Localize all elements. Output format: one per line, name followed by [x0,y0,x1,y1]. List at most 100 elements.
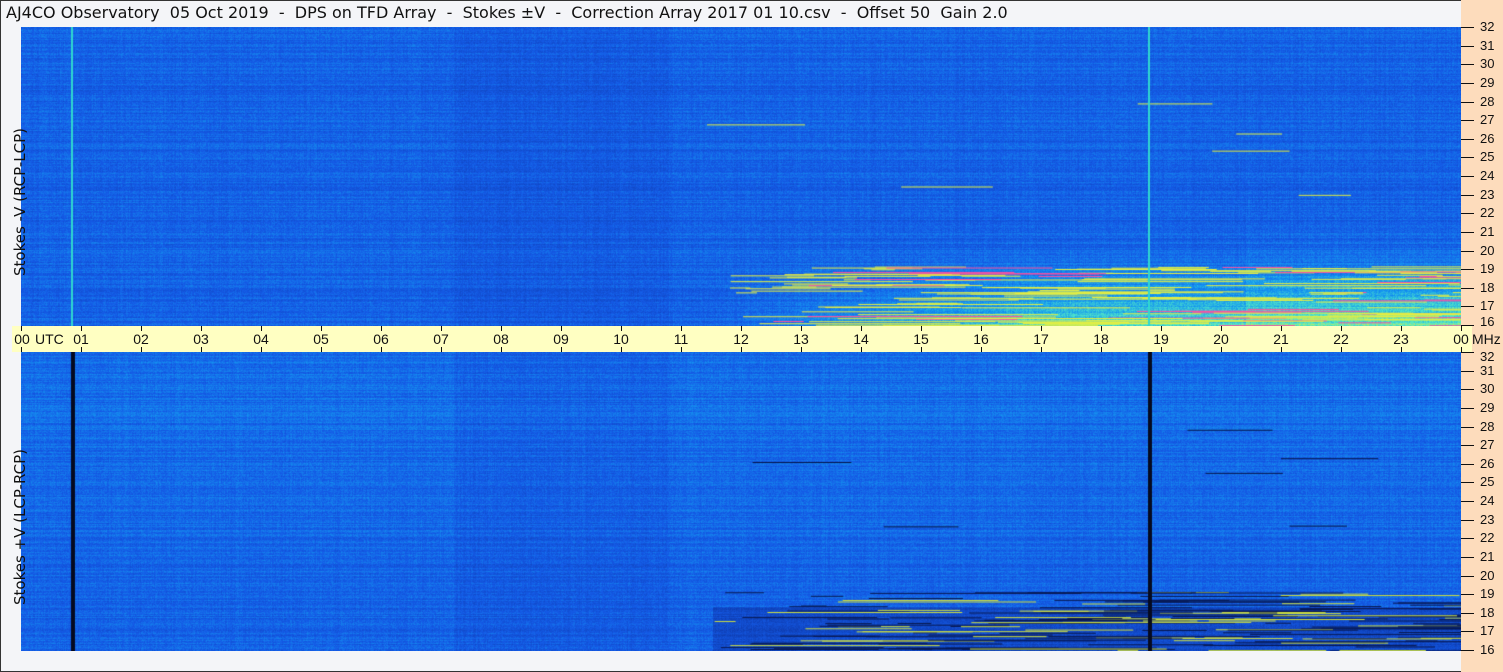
freq-tick-label: 23 [1480,186,1495,202]
time-tick [261,347,262,352]
freq-tick [1461,519,1474,521]
time-tick-label: 10 [613,331,629,347]
time-tick-label: 18 [1093,331,1109,347]
freq-tick-label: 24 [1480,168,1495,183]
freq-tick [1461,231,1474,233]
freq-tick-label: 17 [1480,298,1495,314]
time-tick [1041,326,1042,331]
freq-tick [1461,463,1474,465]
freq-tick [1461,269,1474,271]
time-tick [1281,347,1282,352]
freq-tick [1461,138,1474,140]
time-tick [1041,347,1042,352]
time-tick [1101,347,1102,352]
time-tick [1221,326,1222,331]
time-tick-label: 00 [14,331,30,347]
time-axis: 00 01 02 03 04 05 06 07 08 09 10 11 12 13 14 15 16 17 18 19… [12,326,1501,352]
time-tick [1341,326,1342,331]
time-tick [21,347,22,352]
time-tick [621,347,622,352]
time-tick [81,347,82,352]
time-tick-label: 06 [373,331,389,347]
time-tick-label: 15 [913,331,929,347]
freq-tick [1461,64,1474,66]
freq-tick-label: 21 [1480,548,1495,564]
freq-tick-label: 18 [1480,604,1495,620]
freq-tick-label: 19 [1480,261,1495,277]
freq-tick [1461,631,1474,633]
freq-tick-label: 20 [1480,567,1495,583]
time-tick-label: 05 [313,331,329,347]
freq-tick [1461,250,1474,252]
time-tick [21,326,22,331]
freq-tick [1461,612,1474,614]
freq-tick-label: 20 [1480,242,1495,258]
time-tick [861,326,862,331]
freq-tick-label: 32 [1480,19,1495,34]
freq-tick [1461,82,1474,84]
spectrogram-stokes-minus-v [21,27,1461,326]
time-tick [981,347,982,352]
freq-tick-label: 27 [1480,437,1495,453]
time-tick [1221,347,1222,352]
time-tick [801,347,802,352]
time-tick [321,347,322,352]
time-tick-label: 07 [433,331,449,347]
freq-tick [1461,501,1474,502]
time-tick-label: 01 [73,331,89,347]
time-tick [501,347,502,352]
freq-tick [1461,556,1474,558]
freq-tick [1461,176,1474,177]
time-tick [441,347,442,352]
time-tick [621,326,622,331]
freq-tick-label: 25 [1480,149,1495,165]
mhz-label: MHz [1472,331,1501,347]
time-tick [81,326,82,331]
time-tick [141,326,142,331]
time-tick-label: 21 [1273,331,1289,347]
panel-label-bottom: Stokes +V (LCP-RCP) [11,449,29,605]
freq-tick [1461,325,1474,326]
freq-tick [1461,287,1474,289]
time-tick-label: 03 [193,331,209,347]
freq-tick-label: 19 [1480,586,1495,602]
freq-tick [1461,426,1474,428]
panel-label-top: Stokes -V (RCP-LCP) [11,128,29,276]
freq-tick-label: 18 [1480,279,1495,295]
time-tick [201,326,202,331]
freq-tick-label: 23 [1480,511,1495,527]
time-tick [921,326,922,331]
time-tick [981,326,982,331]
time-tick [381,326,382,331]
time-tick-label: 04 [253,331,269,347]
freq-tick-label: 16 [1480,642,1495,657]
freq-tick [1461,213,1474,215]
time-tick [681,326,682,331]
freq-tick [1461,306,1474,308]
freq-tick-label: 30 [1480,56,1495,72]
freq-tick-label: 17 [1480,623,1495,639]
freq-tick-label: 29 [1480,399,1495,415]
time-tick-label: 14 [853,331,869,347]
freq-tick [1461,101,1474,103]
time-tick [1161,326,1162,331]
time-tick [1341,347,1342,352]
freq-tick-label: 24 [1480,493,1495,508]
time-tick [141,347,142,352]
time-tick [921,347,922,352]
time-tick [561,347,562,352]
freq-tick [1461,157,1474,159]
freq-tick [1461,45,1474,47]
freq-tick [1461,445,1474,447]
time-tick [741,326,742,331]
freq-tick-label: 22 [1480,205,1495,221]
freq-tick [1461,594,1474,596]
time-tick [1461,347,1462,352]
freq-tick-label: 27 [1480,112,1495,128]
time-tick-label: 13 [793,331,809,347]
time-tick-label: 23 [1393,331,1409,347]
time-tick [741,347,742,352]
time-tick-label: 11 [673,331,689,347]
freq-tick [1461,194,1474,196]
time-tick [381,347,382,352]
